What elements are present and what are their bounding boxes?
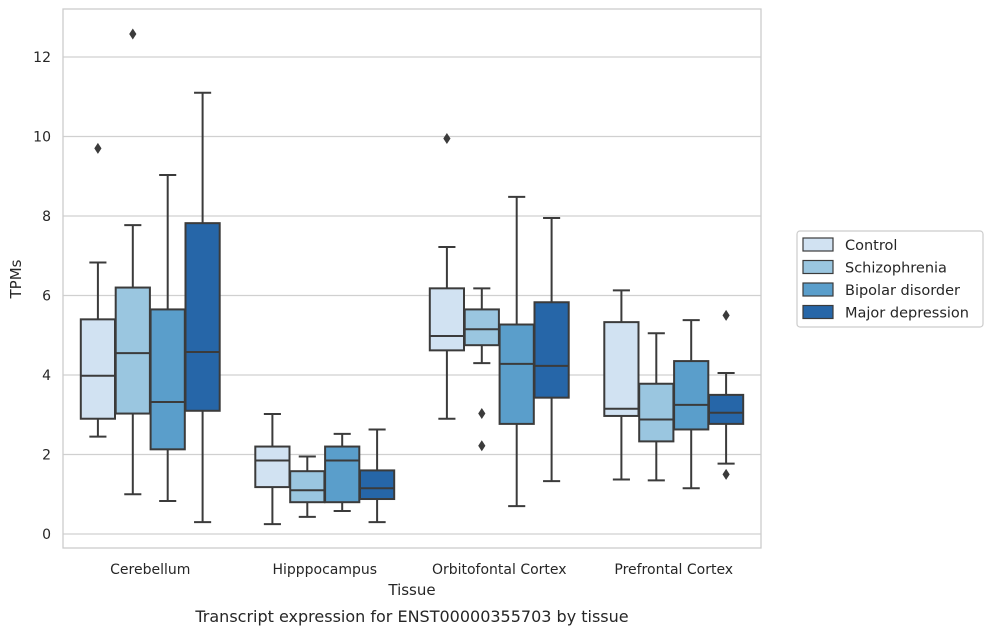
y-tick-label: 0 <box>42 527 51 543</box>
box-4-2 <box>638 332 675 482</box>
x-tick-label: Cerebellum <box>110 562 190 578</box>
box-body <box>498 323 535 425</box>
y-tick-label: 2 <box>42 448 51 464</box>
box-body <box>254 445 291 489</box>
box-body <box>533 301 570 399</box>
outlier-point <box>129 28 137 40</box>
legend-swatch <box>802 259 834 275</box>
x-tick-label: Hipppocampus <box>272 562 377 578</box>
y-tick-label: 8 <box>42 209 51 225</box>
box-body <box>184 222 221 412</box>
legend: Control Schizophrenia Bipolar disorder Majo… <box>796 230 984 328</box>
y-tick-label: 4 <box>42 368 51 384</box>
y-tick-label: 10 <box>33 130 51 146</box>
box-1-4 <box>184 91 221 524</box>
box-groups <box>79 28 745 526</box>
y-tick-label: 6 <box>42 289 51 305</box>
box-body <box>79 318 117 420</box>
legend-swatch <box>802 304 834 320</box>
legend-frame <box>796 230 984 328</box>
chart-caption: Transcript expression for ENST0000035570… <box>194 607 628 626</box>
x-tick-label: Prefrontal Cortex <box>614 562 733 578</box>
x-axis-label: Tissue <box>387 581 435 599</box>
box-4-3 <box>673 319 710 490</box>
box-body <box>324 445 361 504</box>
plot-frame <box>62 8 762 549</box>
box-body <box>289 470 326 504</box>
legend-label: Major depression <box>845 306 969 322</box>
legend-swatch <box>802 237 834 252</box>
outlier-point <box>478 408 486 420</box>
x-tick-label: Orbitofontal Cortex <box>432 562 567 578</box>
x-tick-labels: Cerebellum Hipppocampus Orbitofontal Corte… <box>110 562 733 578</box>
box-body <box>603 321 640 417</box>
outlier-point <box>478 440 486 452</box>
legend-label: Bipolar disorder <box>845 283 960 299</box>
outlier-point <box>94 142 102 154</box>
outlier-point <box>722 468 730 480</box>
box-body <box>114 286 151 415</box>
box-body <box>149 308 186 451</box>
box-1-3 <box>149 174 186 503</box>
box-body <box>673 360 710 431</box>
box-4-1 <box>603 289 640 481</box>
box-1-2 <box>114 28 151 496</box>
outlier-point <box>722 309 730 321</box>
box-body <box>707 393 745 425</box>
outlier-point <box>443 132 451 144</box>
y-axis-label: TPMs <box>7 259 25 299</box>
box-2-2 <box>289 455 326 518</box>
box-2-1 <box>254 412 291 526</box>
legend-label: Control <box>845 238 897 254</box>
y-tick-label: 12 <box>33 50 51 66</box>
y-tick-labels: 0 2 4 6 8 10 12 <box>33 50 51 543</box>
box-body <box>638 382 675 443</box>
box-2-4 <box>358 428 396 524</box>
box-body <box>428 287 466 352</box>
box-3-3 <box>498 195 535 508</box>
box-3-4 <box>533 216 570 483</box>
legend-swatch <box>802 282 834 297</box>
box-body <box>463 308 500 347</box>
box-3-2 <box>463 287 500 452</box>
box-body <box>358 469 396 501</box>
box-4-4 <box>707 309 745 480</box>
plot-background <box>63 9 761 548</box>
legend-label: Schizophrenia <box>845 261 947 277</box>
